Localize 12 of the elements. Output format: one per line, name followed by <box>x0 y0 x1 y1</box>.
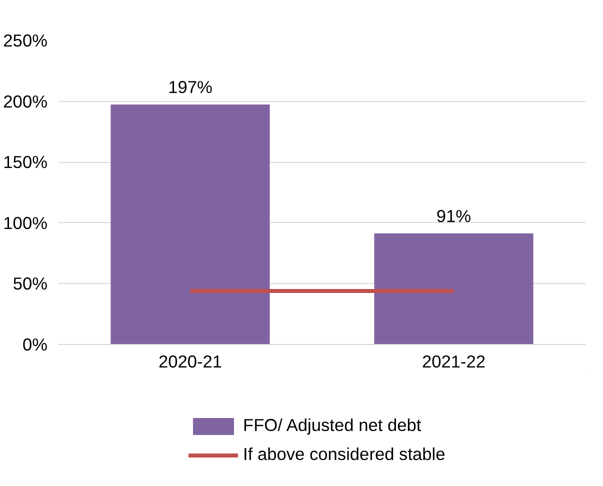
x-tick-label: 2021-22 <box>422 352 486 372</box>
y-tick-label: 0% <box>22 334 48 354</box>
y-tick-label: 250% <box>3 30 48 50</box>
legend-label: If above considered stable <box>243 444 446 465</box>
y-tick-label: 200% <box>3 91 48 112</box>
data-label: 197% <box>168 76 212 97</box>
data-label: 91% <box>436 206 472 226</box>
y-tick-label: 150% <box>3 152 48 172</box>
x-tick-label: 2020-21 <box>158 352 222 372</box>
legend-label: FFO/ Adjusted net debt <box>243 415 422 436</box>
y-tick-label: 50% <box>12 274 48 294</box>
y-tick-label: 100% <box>3 212 48 233</box>
